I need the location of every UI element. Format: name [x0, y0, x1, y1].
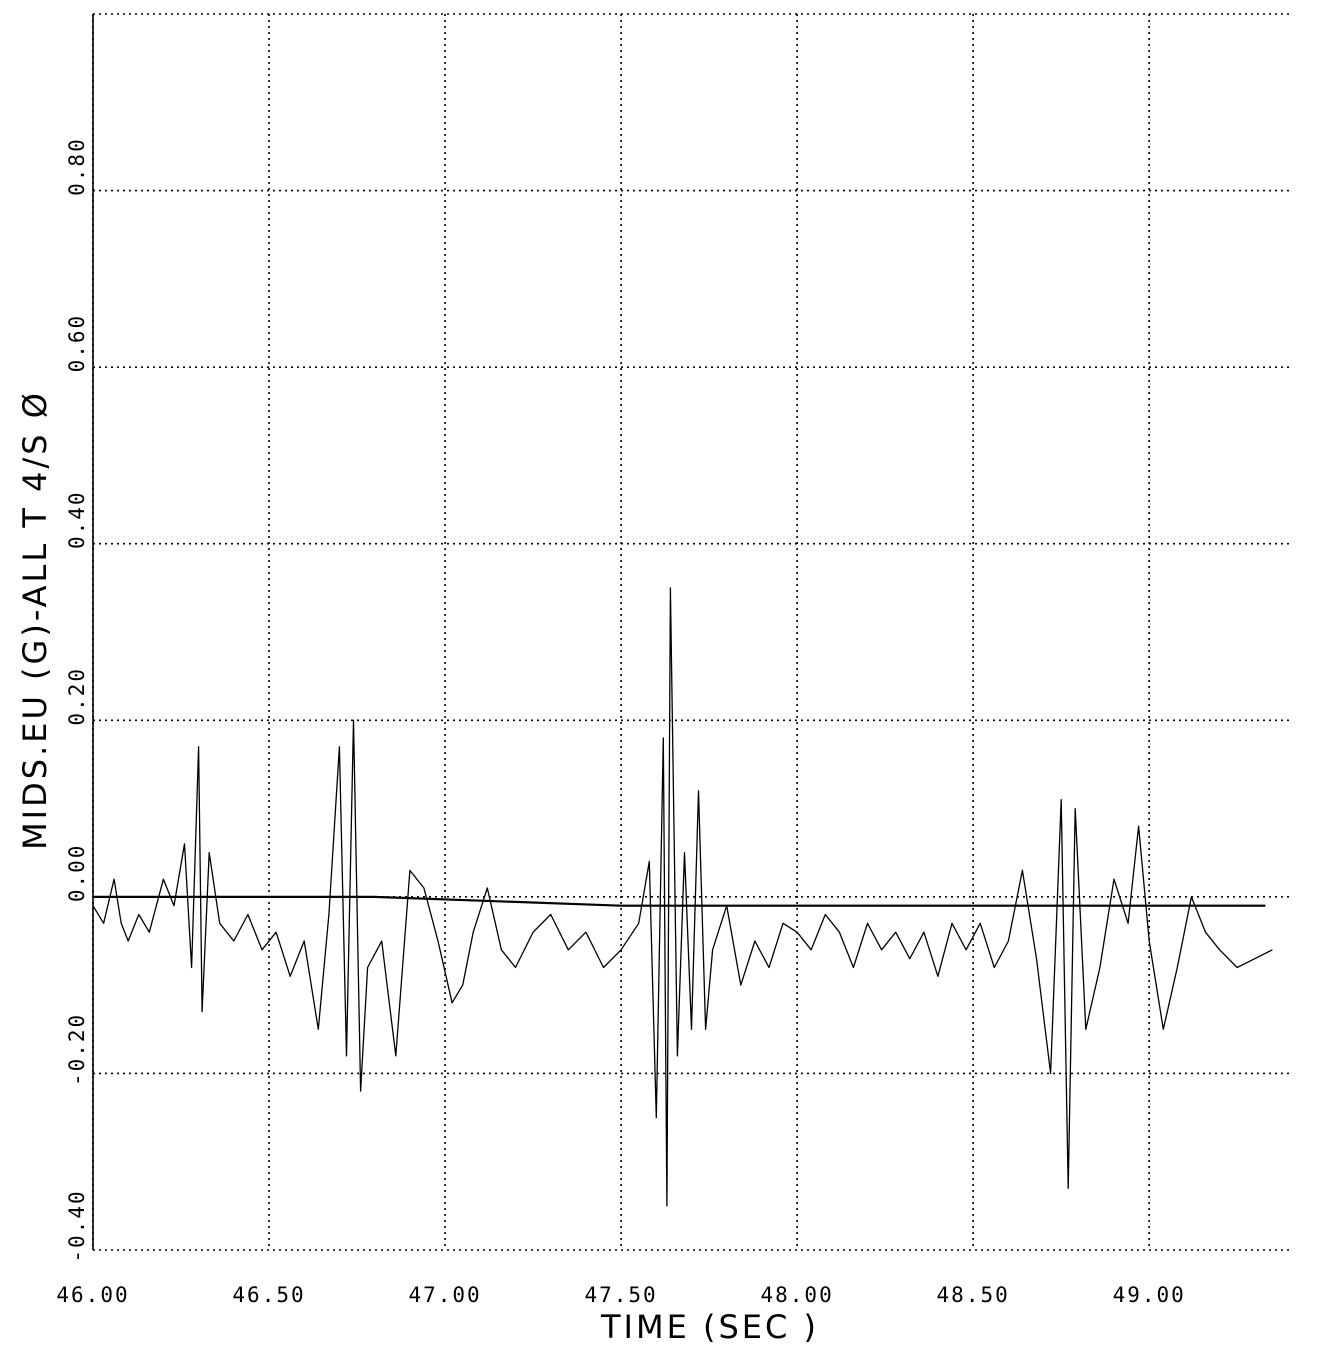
x-tick-label-5: 48.50 — [937, 1283, 1010, 1307]
y-tick-label-1: -0.20 — [65, 1013, 89, 1086]
y-tick-label-2: 0.00 — [65, 844, 89, 903]
x-axis-title: TIME (SEC ) — [600, 1308, 819, 1345]
y-tick-label-6: 0.80 — [65, 137, 89, 196]
y-tick-label-3: 0.20 — [65, 667, 89, 726]
series-line-1 — [93, 895, 1266, 907]
x-tick-labels: 46.00 46.50 47.00 47.50 48.00 48.50 49.00 — [56, 1283, 1186, 1307]
y-tick-label-4: 0.40 — [65, 490, 89, 549]
y-tick-label-5: 0.60 — [65, 314, 89, 373]
x-tick-label-6: 49.00 — [1113, 1283, 1186, 1307]
x-tick-label-0: 46.00 — [56, 1283, 129, 1307]
grid-lines — [92, 13, 1290, 1251]
x-tick-label-4: 48.00 — [761, 1283, 834, 1307]
x-tick-label-1: 46.50 — [232, 1283, 305, 1307]
y-tick-labels: -0.40 -0.20 0.00 0.20 0.40 0.60 0.80 — [65, 137, 89, 1262]
y-tick-label-0: -0.40 — [65, 1189, 89, 1262]
series — [92, 587, 1273, 1207]
series-line-0 — [92, 587, 1273, 1207]
x-tick-label-2: 47.00 — [408, 1283, 481, 1307]
y-axis-title: MIDS.EU (G)-ALL T 4/S Ø — [16, 390, 54, 850]
x-tick-label-3: 47.50 — [584, 1283, 657, 1307]
